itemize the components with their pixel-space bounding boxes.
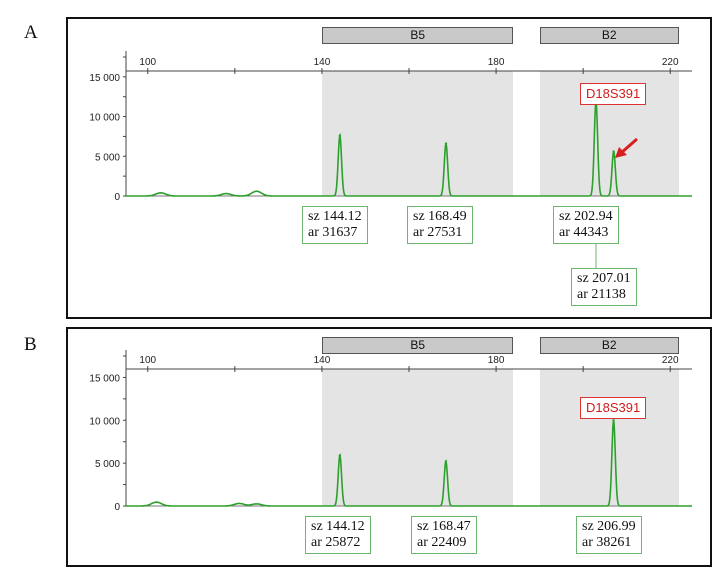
peak-point[interactable]	[338, 134, 342, 137]
peak-point[interactable]	[444, 460, 448, 463]
panel-letter-a: A	[24, 22, 38, 43]
x-tick-label: 100	[139, 57, 156, 68]
peak-point[interactable]	[612, 150, 615, 153]
peak-area: ar 38261	[582, 535, 632, 550]
peak-area: ar 21138	[577, 287, 626, 302]
bin-b5-shade	[321, 71, 514, 196]
y-tick-label: 15 000	[89, 373, 120, 384]
x-tick-label: 100	[139, 355, 156, 366]
x-tick-label: 140	[314, 57, 331, 68]
peak-label-box[interactable]: sz 168.47 ar 22409	[411, 516, 477, 554]
trace-line	[126, 101, 692, 197]
electropherogram-b: 100 140 180 220 0 5 000 10 000 15 000	[89, 350, 692, 513]
bin-label-text: B2	[601, 338, 617, 352]
peak-point[interactable]	[612, 419, 615, 422]
panel-a-frame: B5 B2 100 140 180 220 0 5 000 10 000 15 000 D18…	[66, 17, 712, 319]
bin-label-text: B5	[410, 338, 426, 352]
peak-size: sz 168.49	[413, 209, 467, 224]
arrow-icon	[620, 137, 638, 155]
bin-label-b2[interactable]: B2	[539, 27, 679, 44]
peak-label-box[interactable]: sz 168.49 ar 27531	[407, 206, 473, 244]
peak-label-box[interactable]: sz 207.01 ar 21138	[571, 268, 637, 306]
trace-line	[126, 420, 692, 507]
x-tick-label: 220	[662, 57, 679, 68]
peak-area: ar 22409	[417, 535, 467, 550]
bin-label-text: B2	[601, 28, 617, 42]
y-tick-label: 0	[114, 192, 120, 203]
peak-label-box[interactable]: sz 206.99 ar 38261	[576, 516, 642, 554]
bin-label-b5[interactable]: B5	[321, 27, 514, 44]
peak-size: sz 144.12	[308, 209, 362, 224]
peak-size: sz 144.12	[311, 519, 365, 534]
y-tick-label: 15 000	[89, 73, 120, 84]
peak-label-box[interactable]: sz 144.12 ar 31637	[302, 206, 368, 244]
peak-area: ar 31637	[308, 225, 358, 240]
y-tick-label: 10 000	[89, 416, 120, 427]
x-tick-label: 180	[488, 57, 505, 68]
peak-size: sz 202.94	[559, 209, 613, 224]
peak-area: ar 44343	[559, 225, 609, 240]
bin-label-text: B5	[410, 28, 426, 42]
x-tick-label: 140	[314, 355, 331, 366]
y-tick-label: 5 000	[95, 459, 120, 470]
y-tick-label: 10 000	[89, 113, 120, 124]
bin-b2-shade	[539, 369, 679, 506]
peak-area: ar 25872	[311, 535, 361, 550]
marker-label[interactable]: D18S391	[580, 397, 647, 419]
arrow-head-icon	[615, 147, 627, 158]
bin-label-b5[interactable]: B5	[321, 337, 514, 354]
y-tick-label: 5 000	[95, 152, 120, 163]
marker-label[interactable]: D18S391	[580, 83, 647, 105]
peak-point[interactable]	[338, 454, 342, 457]
peak-label-box[interactable]: sz 202.94 ar 44343	[553, 206, 619, 244]
bin-label-b2[interactable]: B2	[539, 337, 679, 354]
x-tick-label: 220	[662, 355, 679, 366]
panel-b-frame: B5 B2 100 140 180 220 0 5 000 10 000 15 000 D18…	[66, 327, 712, 567]
peak-size: sz 168.47	[417, 519, 471, 534]
peak-label-box[interactable]: sz 144.12 ar 25872	[305, 516, 371, 554]
electropherogram-a: 100 140 180 220 0 5 000 10 000 15 000	[89, 51, 692, 268]
panel-letter-b: B	[24, 334, 37, 355]
bin-b5-shade	[321, 369, 514, 506]
peak-size: sz 206.99	[582, 519, 636, 534]
peak-area: ar 27531	[413, 225, 463, 240]
y-tick-label: 0	[114, 502, 120, 513]
peak-point[interactable]	[444, 142, 448, 145]
peak-size: sz 207.01	[577, 271, 631, 286]
x-tick-label: 180	[488, 355, 505, 366]
